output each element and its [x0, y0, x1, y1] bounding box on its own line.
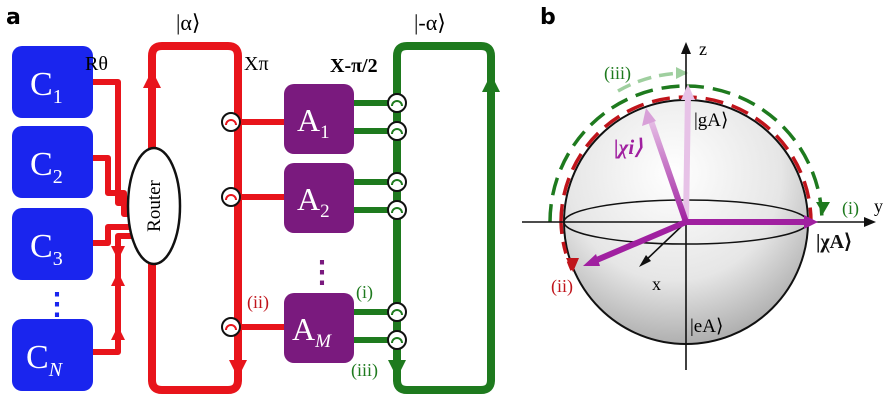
panel-a-label: a: [6, 5, 21, 30]
control-box-n: [12, 319, 93, 391]
control-arrow-up: [111, 272, 125, 286]
alpha-arrow-up: [143, 70, 161, 88]
circulator-icon: [387, 121, 407, 141]
ket-e-label: |eA⟩: [690, 316, 723, 337]
label-iii-a: (iii): [351, 360, 378, 381]
ket-g-label: |gA⟩: [694, 110, 728, 131]
x-pi-label: Xπ: [244, 53, 269, 75]
ancilla-boxes: A1 A2 AM ⋮: [284, 84, 354, 363]
panel-a: a C1 C2 C3 CN ⋮ Rθ: [6, 5, 500, 394]
green-links: [352, 100, 397, 343]
light-green-arc: [617, 71, 687, 93]
control-label-1: C1: [30, 66, 63, 108]
vector-chi-ii: [590, 219, 688, 265]
z-axis-arrow: [681, 42, 691, 54]
control-label-2: C2: [30, 146, 63, 188]
ancilla-label-1: A1: [297, 102, 330, 143]
circulator-icon: [387, 200, 407, 220]
ancilla-box-1: [284, 84, 354, 154]
circulator-icon: [387, 93, 407, 113]
control-box-1: [12, 46, 93, 118]
light-green-arrow: [676, 67, 688, 79]
circulator-icon: [221, 317, 241, 337]
alpha-arrow-down: [229, 360, 247, 378]
minus-alpha-loop: [393, 42, 495, 394]
ancilla-box-2: [284, 163, 354, 233]
control-label-n: CN: [26, 339, 64, 381]
router: [126, 146, 182, 266]
ancilla-label-2: A2: [297, 181, 330, 222]
axis-x-label: x: [652, 274, 661, 294]
minus-alpha-arrow-down: [388, 360, 406, 378]
panel-b-label: b: [540, 5, 556, 30]
circulator-icon: [387, 172, 407, 192]
x-axis-arrow: [639, 255, 651, 267]
router-label: Router: [144, 179, 165, 231]
circulator-icon: [387, 302, 407, 322]
circulator-icon: [387, 330, 407, 350]
label-ii-a: (ii): [247, 292, 269, 313]
control-arrow-down: [111, 246, 125, 260]
minus-alpha-label: |-α⟩: [414, 10, 446, 35]
axis-z-label: z: [699, 39, 707, 59]
control-box-2: [12, 126, 93, 198]
green-circulators: [387, 93, 407, 350]
vector-g-faint: [683, 91, 691, 223]
alpha-loop: [148, 42, 242, 394]
y-axis-arrow: [864, 217, 876, 227]
panel-b: b z y x |gA⟩ |eA⟩ |χi⟩: [522, 5, 883, 370]
circulator-icon: [221, 187, 241, 207]
control-boxes: C1 C2 C3 CN ⋮: [12, 46, 93, 391]
label-i-b: (i): [842, 198, 859, 219]
label-ii-b: (ii): [551, 276, 573, 297]
x-minus-pi-half-label: X-π/2: [330, 55, 378, 77]
ancilla-ellipsis: ⋮: [307, 255, 337, 290]
control-wires: [93, 79, 132, 355]
red-circulators: [221, 112, 241, 337]
red-arc-arrow: [566, 258, 579, 272]
control-ellipsis: ⋮: [42, 287, 72, 322]
axis-y-label: y: [874, 196, 883, 216]
label-iii-b: (iii): [604, 63, 631, 84]
green-dashed-arc-right: [685, 84, 824, 223]
green-arc-arrow: [816, 202, 830, 214]
ket-chi-a-label: |χA⟩: [816, 231, 852, 253]
minus-alpha-arrow-up: [482, 74, 500, 92]
ancilla-box-m: [284, 293, 354, 363]
green-dashed-arc-left: [548, 84, 687, 223]
control-label-3: C3: [30, 228, 63, 270]
label-i-a: (i): [356, 282, 373, 303]
ancilla-label-m: AM: [292, 311, 332, 352]
x-axis: [643, 221, 687, 263]
control-arrow-up-n: [111, 326, 125, 340]
vector-chi-i: [647, 117, 689, 223]
ket-chi-i-label: |χi⟩: [614, 135, 643, 159]
circulator-icon: [221, 112, 241, 132]
ancilla-links: [238, 119, 286, 330]
r-theta-label: Rθ: [85, 53, 108, 75]
alpha-label: |α⟩: [176, 10, 201, 35]
control-box-3: [12, 208, 93, 280]
